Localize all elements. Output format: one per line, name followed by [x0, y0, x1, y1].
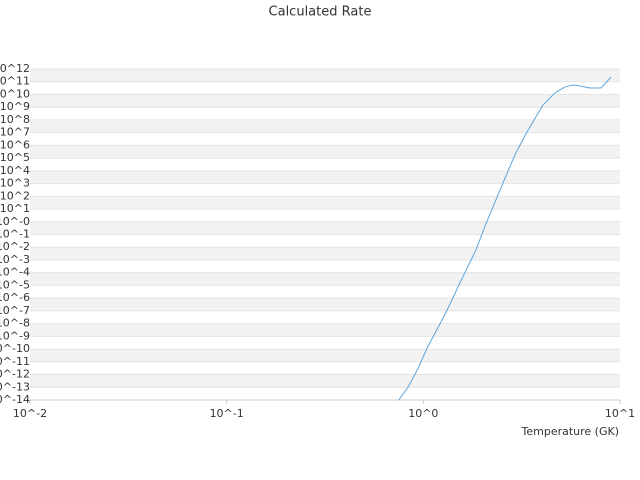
- y-tick-label: 10^-12: [0, 368, 30, 381]
- grid-band: [30, 196, 620, 210]
- y-tick-label: 10^-10: [0, 342, 30, 355]
- y-tick-label: 10^10: [0, 87, 30, 100]
- y-tick-label: 10^-14: [0, 393, 30, 406]
- grid-band: [30, 221, 620, 235]
- x-tick-label: 10^-2: [13, 407, 47, 420]
- grid-band: [30, 119, 620, 133]
- y-tick-label: 10^12: [0, 62, 30, 75]
- grid-band: [30, 374, 620, 388]
- y-tick-label: 10^1: [0, 202, 30, 215]
- grid-band: [30, 349, 620, 362]
- grid-band: [30, 145, 620, 159]
- y-tick-label: 10^-6: [0, 291, 30, 304]
- y-tick-label: 10^2: [0, 189, 30, 202]
- y-tick-label: 10^5: [0, 151, 30, 164]
- y-tick-label: 10^3: [0, 177, 30, 190]
- y-tick-label: 10^-2: [0, 240, 30, 253]
- y-tick-label: 10^9: [0, 100, 30, 113]
- x-axis-label: Temperature (GK): [521, 425, 620, 438]
- y-tick-label: 10^-13: [0, 380, 30, 393]
- grid-band: [30, 272, 620, 286]
- y-tick-label: 10^8: [0, 113, 30, 126]
- grid-band: [30, 298, 620, 311]
- y-tick-label: 10^-0: [0, 215, 30, 228]
- y-tick-label: 10^-5: [0, 278, 30, 291]
- y-tick-label: 10^-4: [0, 266, 30, 279]
- y-tick-label: 10^7: [0, 126, 30, 139]
- chart-title: Calculated Rate: [269, 5, 372, 20]
- data-line: [398, 76, 612, 401]
- y-tick-label: 10^-1: [0, 228, 30, 241]
- y-tick-label: 10^-8: [0, 317, 30, 330]
- y-tick-label: 10^11: [0, 75, 30, 88]
- grid-band: [30, 94, 620, 108]
- y-tick-label: 10^-9: [0, 329, 30, 342]
- grid-band: [30, 69, 620, 82]
- y-tick-label: 10^-11: [0, 355, 30, 368]
- y-tick-label: 10^6: [0, 138, 30, 151]
- grid-band: [30, 323, 620, 337]
- x-tick-label: 10^0: [408, 407, 438, 420]
- y-tick-label: 10^-7: [0, 304, 30, 317]
- x-tick-label: 10^1: [605, 407, 635, 420]
- y-tick-label: 10^-3: [0, 253, 30, 266]
- grid-band: [30, 170, 620, 184]
- x-tick-label: 10^-1: [210, 407, 244, 420]
- grid-band: [30, 247, 620, 260]
- y-tick-label: 10^4: [0, 164, 30, 177]
